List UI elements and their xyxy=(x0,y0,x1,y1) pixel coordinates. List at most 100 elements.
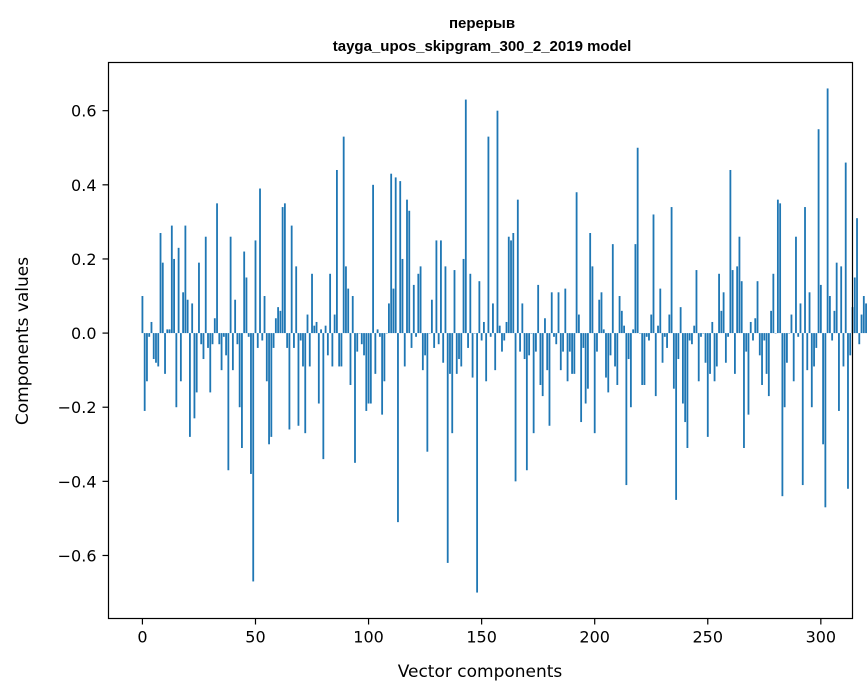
bar xyxy=(478,281,481,334)
bar xyxy=(657,325,659,334)
bar xyxy=(654,333,657,397)
bar xyxy=(808,292,811,334)
y-tick-label: −0.4 xyxy=(58,472,97,491)
bar xyxy=(507,236,510,334)
bar xyxy=(661,333,664,363)
bar xyxy=(645,333,648,337)
y-tick-label: 0.2 xyxy=(71,250,96,269)
bar xyxy=(455,333,458,374)
bar xyxy=(453,270,456,334)
bar xyxy=(553,333,555,337)
bar xyxy=(442,333,445,363)
bar xyxy=(516,199,519,334)
bar xyxy=(715,333,718,367)
bar xyxy=(270,333,273,437)
y-tick-label: 0.6 xyxy=(71,102,96,121)
bar xyxy=(840,266,843,334)
bar xyxy=(297,333,300,426)
bar xyxy=(256,333,259,348)
bar xyxy=(625,333,628,486)
bar xyxy=(462,258,465,334)
bar xyxy=(555,333,558,345)
bar xyxy=(659,288,662,334)
bar xyxy=(831,333,834,341)
bar xyxy=(460,333,463,367)
bar xyxy=(838,333,840,411)
bar xyxy=(252,333,255,582)
bar xyxy=(623,325,625,334)
bar xyxy=(711,321,714,334)
bar xyxy=(299,333,302,341)
bar xyxy=(157,333,160,367)
bar xyxy=(510,240,512,334)
bar xyxy=(211,333,214,345)
bar xyxy=(627,333,630,360)
bar xyxy=(813,333,815,367)
bar xyxy=(170,225,173,334)
bar xyxy=(826,88,829,334)
bar xyxy=(797,333,800,337)
bar xyxy=(290,225,293,334)
bar xyxy=(369,333,372,404)
bar xyxy=(731,270,734,334)
plot-frame xyxy=(107,61,854,620)
bar xyxy=(498,325,501,334)
bar xyxy=(697,333,700,382)
bar xyxy=(537,284,540,334)
bar xyxy=(159,233,162,334)
bar xyxy=(202,333,205,360)
bar xyxy=(458,333,460,360)
bar xyxy=(489,333,492,337)
bar xyxy=(148,333,151,337)
bar xyxy=(449,333,451,374)
bar xyxy=(862,296,865,334)
bar xyxy=(410,333,413,348)
bar xyxy=(865,303,867,334)
bar xyxy=(539,333,542,385)
bar xyxy=(629,333,632,408)
x-tick-label: 200 xyxy=(579,628,610,647)
bar xyxy=(842,333,845,367)
bar xyxy=(485,333,488,382)
bar xyxy=(320,329,322,334)
bar xyxy=(681,333,684,404)
bar xyxy=(471,333,474,378)
bar xyxy=(356,333,359,352)
bar xyxy=(677,333,680,360)
bar xyxy=(401,258,404,334)
bar xyxy=(844,162,847,334)
bar xyxy=(847,333,849,489)
bar xyxy=(184,225,187,334)
bar xyxy=(700,333,702,337)
bar xyxy=(311,273,313,334)
bar xyxy=(326,333,329,356)
bar xyxy=(688,333,691,341)
bar xyxy=(272,333,275,348)
bar xyxy=(229,236,232,334)
bar xyxy=(596,333,598,352)
bar xyxy=(648,333,650,341)
bar xyxy=(684,333,687,423)
bar xyxy=(691,333,693,345)
bar xyxy=(372,184,374,334)
bar xyxy=(810,333,813,408)
bar xyxy=(686,333,689,448)
bar xyxy=(666,333,668,348)
bar xyxy=(819,284,822,334)
bar xyxy=(589,233,592,334)
y-tick-label: 0.0 xyxy=(71,324,96,343)
bar xyxy=(243,251,246,334)
bar xyxy=(738,236,741,334)
bar xyxy=(155,333,157,363)
bar xyxy=(220,333,223,371)
bar xyxy=(743,333,745,448)
bar xyxy=(173,258,175,334)
bar xyxy=(663,333,666,337)
bar xyxy=(213,318,216,334)
bar xyxy=(424,333,426,356)
bar xyxy=(412,284,415,334)
bar xyxy=(546,333,549,371)
bar xyxy=(503,333,506,341)
bar xyxy=(392,288,395,334)
bar xyxy=(322,333,325,460)
